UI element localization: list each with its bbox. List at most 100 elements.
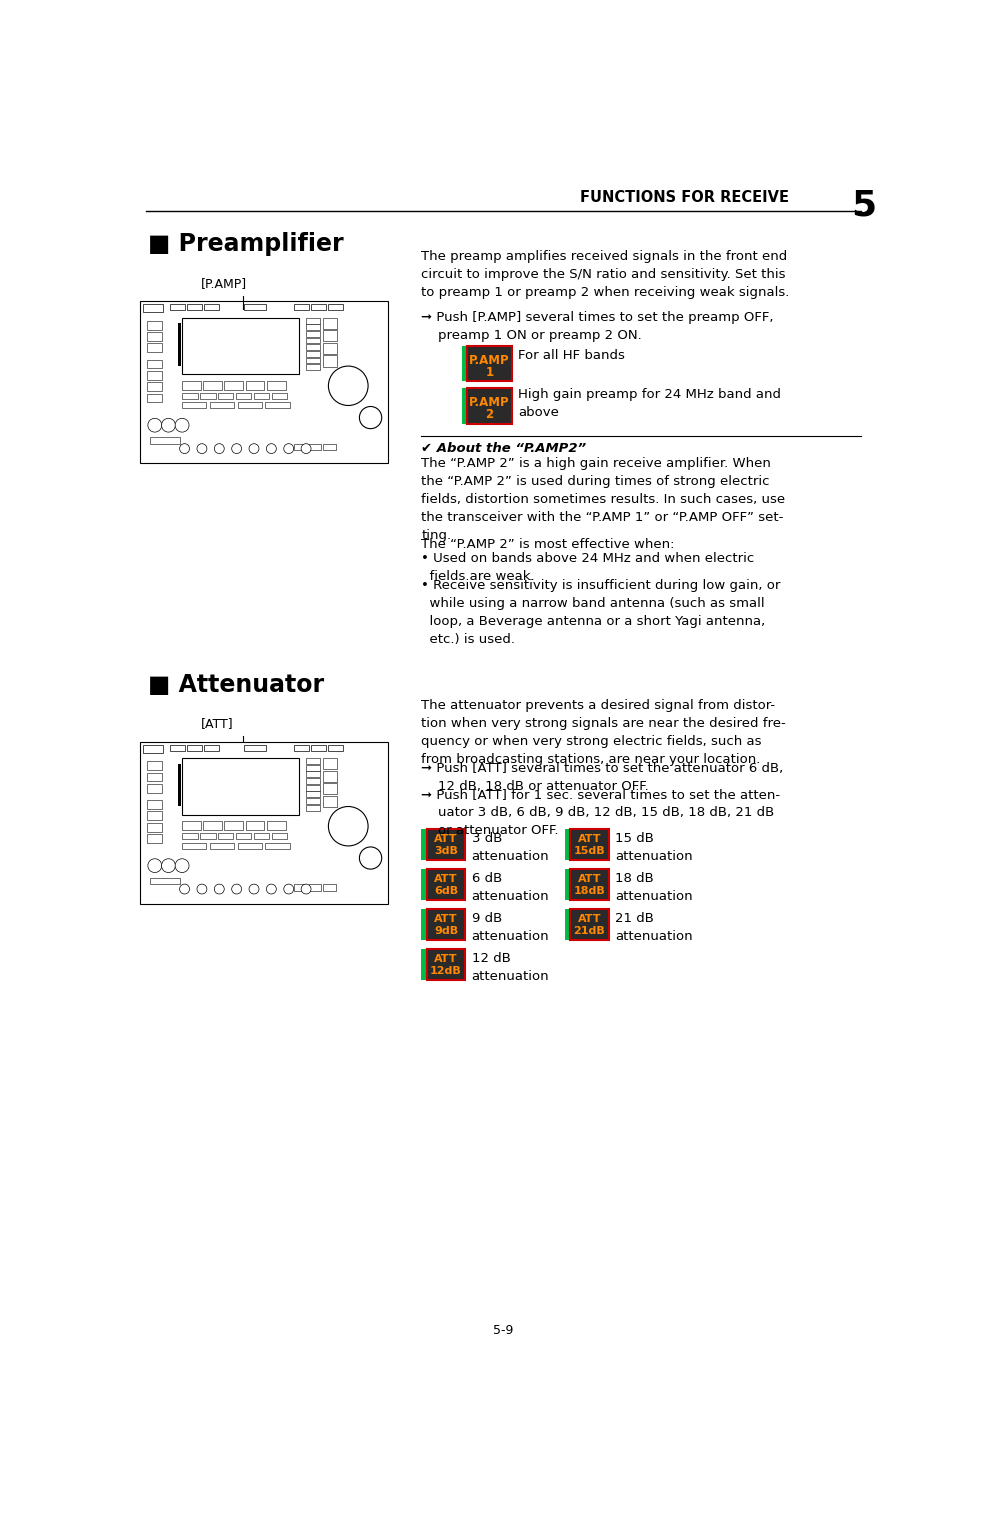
Bar xyxy=(203,381,222,390)
Bar xyxy=(271,393,287,399)
Text: 3 dB
attenuation: 3 dB attenuation xyxy=(472,831,549,863)
Bar xyxy=(427,909,465,939)
Bar xyxy=(422,869,427,900)
Circle shape xyxy=(214,443,224,454)
Bar xyxy=(244,305,266,311)
Text: P.AMP: P.AMP xyxy=(469,396,510,410)
Text: 9 dB
attenuation: 9 dB attenuation xyxy=(472,912,549,944)
Text: 9dB: 9dB xyxy=(434,925,458,936)
Bar xyxy=(238,402,261,408)
Bar xyxy=(311,745,325,751)
Circle shape xyxy=(266,884,276,894)
Bar xyxy=(265,842,290,850)
Text: The “P.AMP 2” is a high gain receive amplifier. When
the “P.AMP 2” is used durin: The “P.AMP 2” is a high gain receive amp… xyxy=(422,457,785,542)
Text: 12 dB
attenuation: 12 dB attenuation xyxy=(472,953,549,983)
Bar xyxy=(178,763,181,806)
Circle shape xyxy=(249,443,259,454)
Bar xyxy=(218,393,234,399)
Circle shape xyxy=(266,443,276,454)
Text: ATT: ATT xyxy=(434,954,458,965)
Bar xyxy=(147,834,162,843)
Text: The “P.AMP 2” is most effective when:: The “P.AMP 2” is most effective when: xyxy=(422,539,674,551)
Bar xyxy=(328,745,343,751)
Text: 3dB: 3dB xyxy=(434,846,458,856)
Circle shape xyxy=(328,807,368,846)
Bar xyxy=(467,388,512,423)
Bar xyxy=(570,909,608,939)
Bar xyxy=(294,305,309,311)
Bar xyxy=(328,305,343,311)
Text: ATT: ATT xyxy=(434,834,458,845)
Bar xyxy=(311,305,325,311)
Circle shape xyxy=(328,366,368,405)
Text: 2: 2 xyxy=(486,408,493,422)
Bar xyxy=(306,325,319,331)
Bar xyxy=(147,320,162,329)
Circle shape xyxy=(249,884,259,894)
Text: ■ Attenuator: ■ Attenuator xyxy=(147,674,323,698)
Bar xyxy=(266,381,286,390)
Bar xyxy=(236,393,252,399)
Text: 15 dB
attenuation: 15 dB attenuation xyxy=(615,831,693,863)
Bar xyxy=(294,443,306,451)
Bar xyxy=(564,828,570,860)
Circle shape xyxy=(197,443,206,454)
Bar xyxy=(570,828,608,860)
Bar xyxy=(149,878,180,884)
Bar xyxy=(182,393,198,399)
Bar xyxy=(209,842,234,850)
Bar xyxy=(224,821,243,830)
Text: ATT: ATT xyxy=(578,915,602,924)
Bar xyxy=(462,388,467,423)
Bar xyxy=(323,758,337,769)
Text: ➞ Push [ATT] for 1 sec. several times to set the atten-
    uator 3 dB, 6 dB, 9 : ➞ Push [ATT] for 1 sec. several times to… xyxy=(422,787,781,837)
Circle shape xyxy=(284,443,294,454)
Bar xyxy=(224,381,243,390)
Bar xyxy=(147,812,162,821)
Bar xyxy=(323,796,337,807)
Circle shape xyxy=(197,884,206,894)
Circle shape xyxy=(301,884,311,894)
Bar xyxy=(306,804,319,810)
Text: 15dB: 15dB xyxy=(574,846,606,856)
Bar xyxy=(149,437,180,443)
Text: 5: 5 xyxy=(851,188,877,221)
Bar xyxy=(209,402,234,408)
Bar xyxy=(422,909,427,939)
Circle shape xyxy=(180,443,190,454)
Bar xyxy=(204,305,219,311)
Bar xyxy=(182,842,206,850)
Circle shape xyxy=(175,419,189,432)
Bar xyxy=(323,884,336,890)
Text: ATT: ATT xyxy=(578,834,602,845)
Text: ATT: ATT xyxy=(434,874,458,884)
Bar xyxy=(570,869,608,900)
Bar xyxy=(187,745,202,751)
Text: 21 dB
attenuation: 21 dB attenuation xyxy=(615,912,693,944)
Text: High gain preamp for 24 MHz band and
above: High gain preamp for 24 MHz band and abo… xyxy=(518,388,781,419)
Bar xyxy=(140,302,388,463)
Text: For all HF bands: For all HF bands xyxy=(518,349,625,363)
Bar xyxy=(182,821,201,830)
Bar xyxy=(306,778,319,784)
Bar xyxy=(309,884,321,890)
Bar xyxy=(203,821,222,830)
Bar xyxy=(182,381,201,390)
Text: 5-9: 5-9 xyxy=(493,1324,513,1336)
Bar xyxy=(182,317,299,375)
Bar xyxy=(422,828,427,860)
Bar xyxy=(323,771,337,781)
Bar xyxy=(467,346,512,381)
Text: 21dB: 21dB xyxy=(573,925,606,936)
Bar xyxy=(306,344,319,350)
Bar xyxy=(427,869,465,900)
Bar xyxy=(306,364,319,370)
Circle shape xyxy=(147,859,162,872)
Bar xyxy=(265,402,290,408)
Bar xyxy=(170,305,185,311)
Bar xyxy=(306,758,319,765)
Bar xyxy=(306,331,319,337)
Bar xyxy=(306,771,319,777)
Bar xyxy=(266,821,286,830)
Bar xyxy=(564,909,570,939)
